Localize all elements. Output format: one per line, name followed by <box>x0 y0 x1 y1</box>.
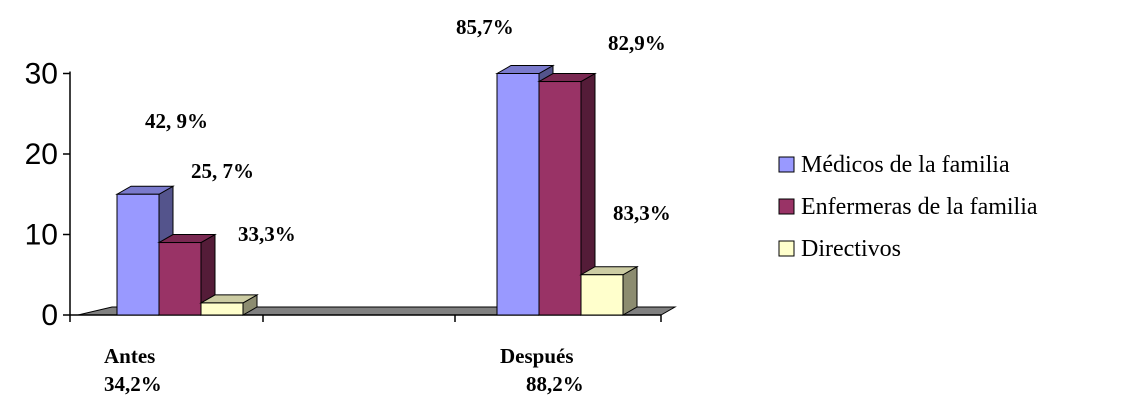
legend-swatch <box>778 240 795 257</box>
bar-data-label: 33,3% <box>238 222 296 246</box>
legend-swatch <box>778 156 795 173</box>
category-label: Después <box>500 344 574 368</box>
bar-data-label: 82,9% <box>608 31 666 55</box>
bar-1-1 <box>538 81 582 316</box>
bar-0-1 <box>158 242 202 316</box>
bar-0-2 <box>200 302 244 316</box>
legend-swatch <box>778 198 795 215</box>
bar-1-0 <box>496 73 540 316</box>
bar-0-0 <box>116 193 160 316</box>
legend-item-label: Enfermeras de la familia <box>801 194 1038 220</box>
bar-data-label: 83,3% <box>613 201 671 225</box>
bar-data-label: 85,7% <box>456 15 514 39</box>
bar-data-label: 42, 9% <box>145 109 208 133</box>
bar-data-label: 25, 7% <box>191 159 254 183</box>
y-tick-label: 0 <box>41 299 58 332</box>
y-tick-label: 20 <box>25 138 58 171</box>
y-tick-label: 30 <box>25 58 58 91</box>
category-total-label: 34,2% <box>104 372 162 395</box>
category-label: Antes <box>104 344 155 368</box>
legend-item-label: Médicos de la familia <box>801 152 1010 178</box>
bar-1-2 <box>580 274 624 316</box>
category-total-label: 88,2% <box>526 372 584 395</box>
y-tick-label: 10 <box>25 219 58 252</box>
legend-item-label: Directivos <box>801 236 901 262</box>
